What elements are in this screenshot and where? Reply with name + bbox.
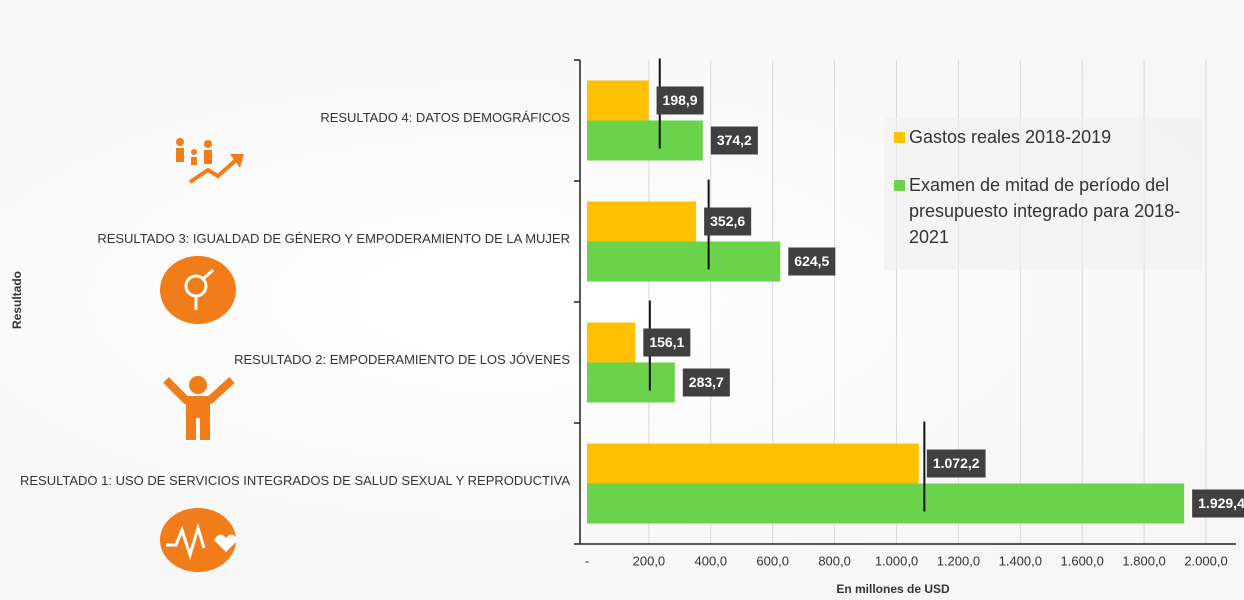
value-label: 283,7 bbox=[682, 368, 730, 397]
icon-gender bbox=[160, 256, 236, 324]
y-tick-label: RESULTADO 4: DATOS DEMOGRÁFICOS bbox=[320, 110, 570, 125]
value-label-text: 1.072,2 bbox=[933, 455, 980, 471]
y-tick-label: RESULTADO 2: EMPODERAMIENTO DE LOS JÓVEN… bbox=[234, 352, 570, 367]
value-label-box bbox=[643, 328, 691, 357]
bar bbox=[587, 362, 675, 403]
value-label-text: 624,5 bbox=[794, 253, 829, 269]
legend-swatch bbox=[894, 132, 905, 143]
bar bbox=[587, 80, 649, 121]
value-label: 156,1 bbox=[643, 328, 691, 357]
value-label: 1.072,2 bbox=[926, 449, 986, 478]
legend-swatch bbox=[894, 180, 905, 191]
x-tick-label: 1.600,0 bbox=[1061, 553, 1104, 568]
x-tick-label: 1.800,0 bbox=[1122, 553, 1165, 568]
value-label: 624,5 bbox=[788, 247, 836, 276]
x-tick-label: 800,0 bbox=[818, 553, 851, 568]
bar bbox=[587, 120, 703, 161]
legend: Gastos reales 2018-2019 Examen de mitad d… bbox=[884, 118, 1202, 270]
value-label-text: 374,2 bbox=[717, 132, 752, 148]
icons bbox=[160, 138, 244, 572]
value-label-box bbox=[926, 449, 986, 478]
y-tick-label: RESULTADO 1: USO DE SERVICIOS INTEGRADOS… bbox=[20, 473, 570, 488]
value-label-box bbox=[682, 368, 730, 397]
x-tick-label: - bbox=[585, 553, 589, 568]
x-axis-label: En millones de USD bbox=[836, 582, 950, 596]
legend-label: Examen de mitad de período del presupues… bbox=[909, 175, 1181, 247]
value-label: 1.929,4 bbox=[1192, 489, 1244, 518]
value-label-text: 352,6 bbox=[710, 213, 745, 229]
bar bbox=[587, 483, 1185, 524]
value-label-box bbox=[1192, 489, 1244, 518]
x-tick-label: 200,0 bbox=[633, 553, 666, 568]
legend-item: Gastos reales 2018-2019 bbox=[894, 124, 1202, 150]
value-label-text: 198,9 bbox=[663, 92, 698, 108]
x-tick-label: 2.000,0 bbox=[1184, 553, 1227, 568]
value-label-text: 156,1 bbox=[649, 334, 684, 350]
value-label-text: 1.929,4 bbox=[1198, 495, 1244, 511]
x-tick-label: 600,0 bbox=[756, 553, 789, 568]
legend-item: Examen de mitad de período del presupues… bbox=[894, 172, 1202, 250]
bar bbox=[587, 241, 781, 282]
bar bbox=[587, 443, 919, 484]
y-tick-label: RESULTADO 3: IGUALDAD DE GÉNERO Y EMPODE… bbox=[97, 231, 570, 246]
value-label: 374,2 bbox=[710, 126, 758, 155]
icon-health bbox=[160, 508, 238, 572]
x-tick-label: 400,0 bbox=[695, 553, 728, 568]
bar bbox=[587, 201, 697, 242]
icon-youth bbox=[163, 376, 235, 440]
value-label-text: 283,7 bbox=[689, 374, 724, 390]
value-label-box bbox=[656, 86, 704, 115]
x-tick-label: 1.000,0 bbox=[875, 553, 918, 568]
value-label-box bbox=[704, 207, 752, 236]
value-label: 352,6 bbox=[704, 207, 752, 236]
value-label-box bbox=[710, 126, 758, 155]
x-tick-label: 1.200,0 bbox=[937, 553, 980, 568]
value-label-box bbox=[788, 247, 836, 276]
y-axis-label: Resultado bbox=[10, 271, 24, 329]
icon-demography bbox=[176, 138, 244, 184]
x-tick-label: 1.400,0 bbox=[999, 553, 1042, 568]
value-label: 198,9 bbox=[656, 86, 704, 115]
bar bbox=[587, 322, 636, 363]
legend-label: Gastos reales 2018-2019 bbox=[909, 127, 1112, 147]
